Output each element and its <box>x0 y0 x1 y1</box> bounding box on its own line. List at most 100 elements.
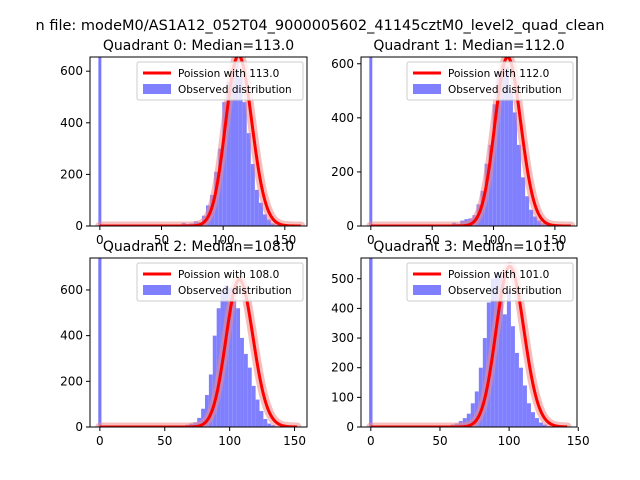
y-tick-label: 600 <box>331 57 354 71</box>
x-tick-label: 0 <box>96 233 104 247</box>
y-tick-label: 400 <box>331 301 354 315</box>
histogram-bar <box>254 189 259 226</box>
figure-title: n file: modeM0/AS1A12_052T04_9000005602_… <box>36 18 605 34</box>
x-tick-label: 50 <box>154 233 169 247</box>
panel-quadrant-3: 0 50 100 150 0 100 200 300 400 500 Quadrant 3: Med… <box>331 239 590 448</box>
plot-area <box>366 57 576 226</box>
histogram-bar <box>263 419 268 427</box>
histogram-bar <box>530 412 535 427</box>
histogram-bar <box>516 144 522 226</box>
y-tick-label: 0 <box>346 420 354 434</box>
legend-label-poisson: Poission with 108.0 <box>178 269 279 281</box>
y-tick-label: 200 <box>60 167 83 181</box>
histogram-bar <box>518 367 523 427</box>
histogram-bar <box>250 164 255 226</box>
legend-box <box>136 61 304 101</box>
histogram-bar <box>232 299 237 427</box>
histogram-bar <box>538 422 543 427</box>
axes-frame <box>89 257 308 428</box>
x-tick-label: 150 <box>273 233 296 247</box>
zero-bin-bar <box>98 57 102 226</box>
legend: Poission with 113.0 Observed distribution <box>136 61 304 101</box>
panel-title: Quadrant 3: Median=101.0 <box>373 239 564 255</box>
histogram-bar <box>500 63 505 226</box>
poisson-curve <box>370 264 568 427</box>
histogram-bar <box>529 209 534 226</box>
y-tick-label: 0 <box>346 219 354 233</box>
panel-title: Quadrant 2: Median=108.0 <box>103 239 294 255</box>
x-tick-label: 100 <box>212 233 235 247</box>
poisson-curve <box>370 57 571 226</box>
histogram-bar <box>496 71 501 226</box>
poisson-curve <box>99 278 298 427</box>
zero-bin-bar <box>369 258 373 427</box>
x-tick-label: 50 <box>157 434 172 448</box>
y-tick-label: 600 <box>60 64 83 78</box>
histogram-bar <box>238 76 243 226</box>
histogram-bar <box>512 112 517 226</box>
y-tick-label: 300 <box>331 331 354 345</box>
legend: Poission with 112.0 Observed distribution <box>406 61 574 101</box>
histogram-bar <box>510 326 515 427</box>
histogram-bar <box>542 424 547 427</box>
legend-label-observed: Observed distribution <box>178 84 292 96</box>
x-tick-label: 100 <box>482 233 505 247</box>
panel-quadrant-0: 0 50 100 150 0 200 400 600 Quadrant 0: Median=11… <box>60 38 308 247</box>
legend-bar-swatch <box>413 84 441 94</box>
x-tick-label: 0 <box>367 434 375 448</box>
legend-label-poisson: Poission with 113.0 <box>178 68 279 80</box>
histogram-bar <box>262 214 268 226</box>
legend: Poission with 101.0 Observed distribution <box>406 262 574 302</box>
zero-bin-bar <box>369 57 373 226</box>
y-tick-label: 400 <box>60 329 83 343</box>
x-tick-label: 50 <box>432 434 447 448</box>
plot-area <box>366 258 572 427</box>
histogram-bar <box>236 308 241 427</box>
histogram-bar <box>242 102 247 226</box>
legend-label-poisson: Poission with 101.0 <box>448 269 549 281</box>
plot-area <box>95 57 306 226</box>
y-tick-label: 400 <box>331 111 354 125</box>
histogram-bar <box>474 391 479 427</box>
legend: Poission with 108.0 Observed distribution <box>136 262 304 302</box>
histogram-bar <box>492 104 497 226</box>
histogram-bar <box>230 68 235 226</box>
legend-bar-swatch <box>413 285 441 295</box>
legend-label-poisson: Poission with 112.0 <box>448 68 549 80</box>
plot-area <box>95 258 302 427</box>
x-tick-label: 150 <box>283 434 306 448</box>
histogram-bar <box>201 408 205 427</box>
histogram-bar <box>506 290 511 427</box>
x-tick-label: 50 <box>425 233 440 247</box>
x-tick-label: 150 <box>543 233 566 247</box>
legend-bar-swatch <box>143 285 171 295</box>
legend-label-observed: Observed distribution <box>448 84 562 96</box>
zero-bin-bar <box>98 258 102 427</box>
histogram-bar <box>470 403 475 427</box>
histogram-bar <box>234 62 239 226</box>
axes-frame <box>89 56 308 227</box>
histogram-bar <box>514 352 519 427</box>
axes-frame <box>360 56 578 227</box>
histogram-bar <box>537 220 542 226</box>
y-tick-label: 0 <box>75 219 83 233</box>
histogram-bar <box>267 423 272 427</box>
y-tick-label: 500 <box>331 272 354 286</box>
x-tick-label: 0 <box>96 434 104 448</box>
histogram-bar <box>240 337 244 427</box>
histogram-bar <box>226 81 231 226</box>
histogram-bar <box>228 287 233 427</box>
legend-box <box>406 262 574 302</box>
legend-label-observed: Observed distribution <box>178 285 292 297</box>
histogram-bar <box>258 202 263 226</box>
histogram-bar <box>498 275 503 427</box>
histogram-bar <box>251 385 256 427</box>
histogram-bar <box>502 314 507 427</box>
histogram-bar <box>267 219 272 226</box>
histogram-bar <box>259 411 264 427</box>
panel-title: Quadrant 1: Median=112.0 <box>373 38 564 54</box>
histogram-bar <box>246 133 251 226</box>
panel-quadrant-2: 0 50 100 150 0 200 400 600 Quadrant 2: Median=10… <box>60 239 308 448</box>
legend-label-observed: Observed distribution <box>448 285 562 297</box>
